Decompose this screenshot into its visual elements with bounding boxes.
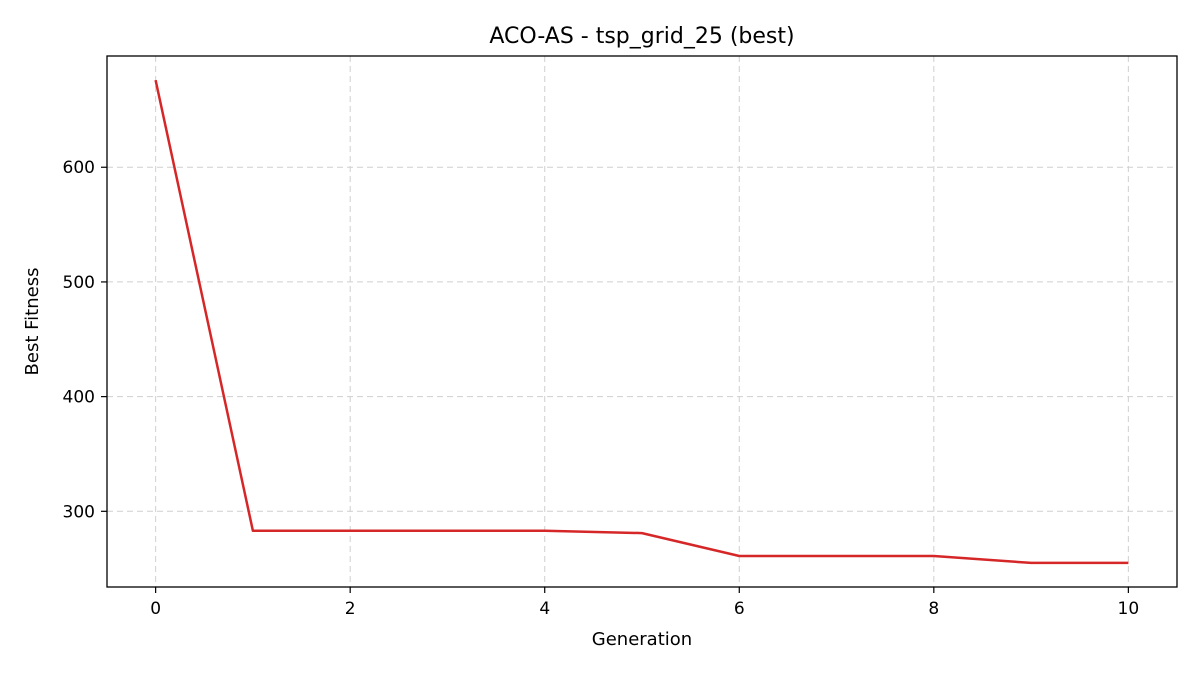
plot-frame bbox=[107, 56, 1177, 587]
x-tick-label: 10 bbox=[1118, 599, 1140, 619]
series-layer bbox=[156, 80, 1129, 563]
y-tick-label: 500 bbox=[63, 273, 95, 293]
x-tick-label: 4 bbox=[539, 599, 550, 619]
y-axis-label: Best Fitness bbox=[22, 268, 43, 376]
y-axis: 300 400 500 600 bbox=[63, 158, 107, 522]
y-grid bbox=[107, 167, 1177, 511]
x-tick-label: 6 bbox=[734, 599, 745, 619]
x-axis-label: Generation bbox=[592, 629, 692, 650]
y-tick-label: 600 bbox=[63, 158, 95, 178]
x-axis: 0 2 4 6 8 10 bbox=[150, 587, 1139, 619]
chart-title: ACO-AS - tsp_grid_25 (best) bbox=[489, 24, 794, 49]
y-tick-label: 400 bbox=[63, 388, 95, 408]
x-grid bbox=[156, 56, 1129, 587]
x-tick-label: 2 bbox=[345, 599, 356, 619]
x-tick-label: 8 bbox=[928, 599, 939, 619]
x-tick-label: 0 bbox=[150, 599, 161, 619]
series-line bbox=[156, 80, 1129, 563]
y-tick-label: 300 bbox=[63, 502, 95, 522]
